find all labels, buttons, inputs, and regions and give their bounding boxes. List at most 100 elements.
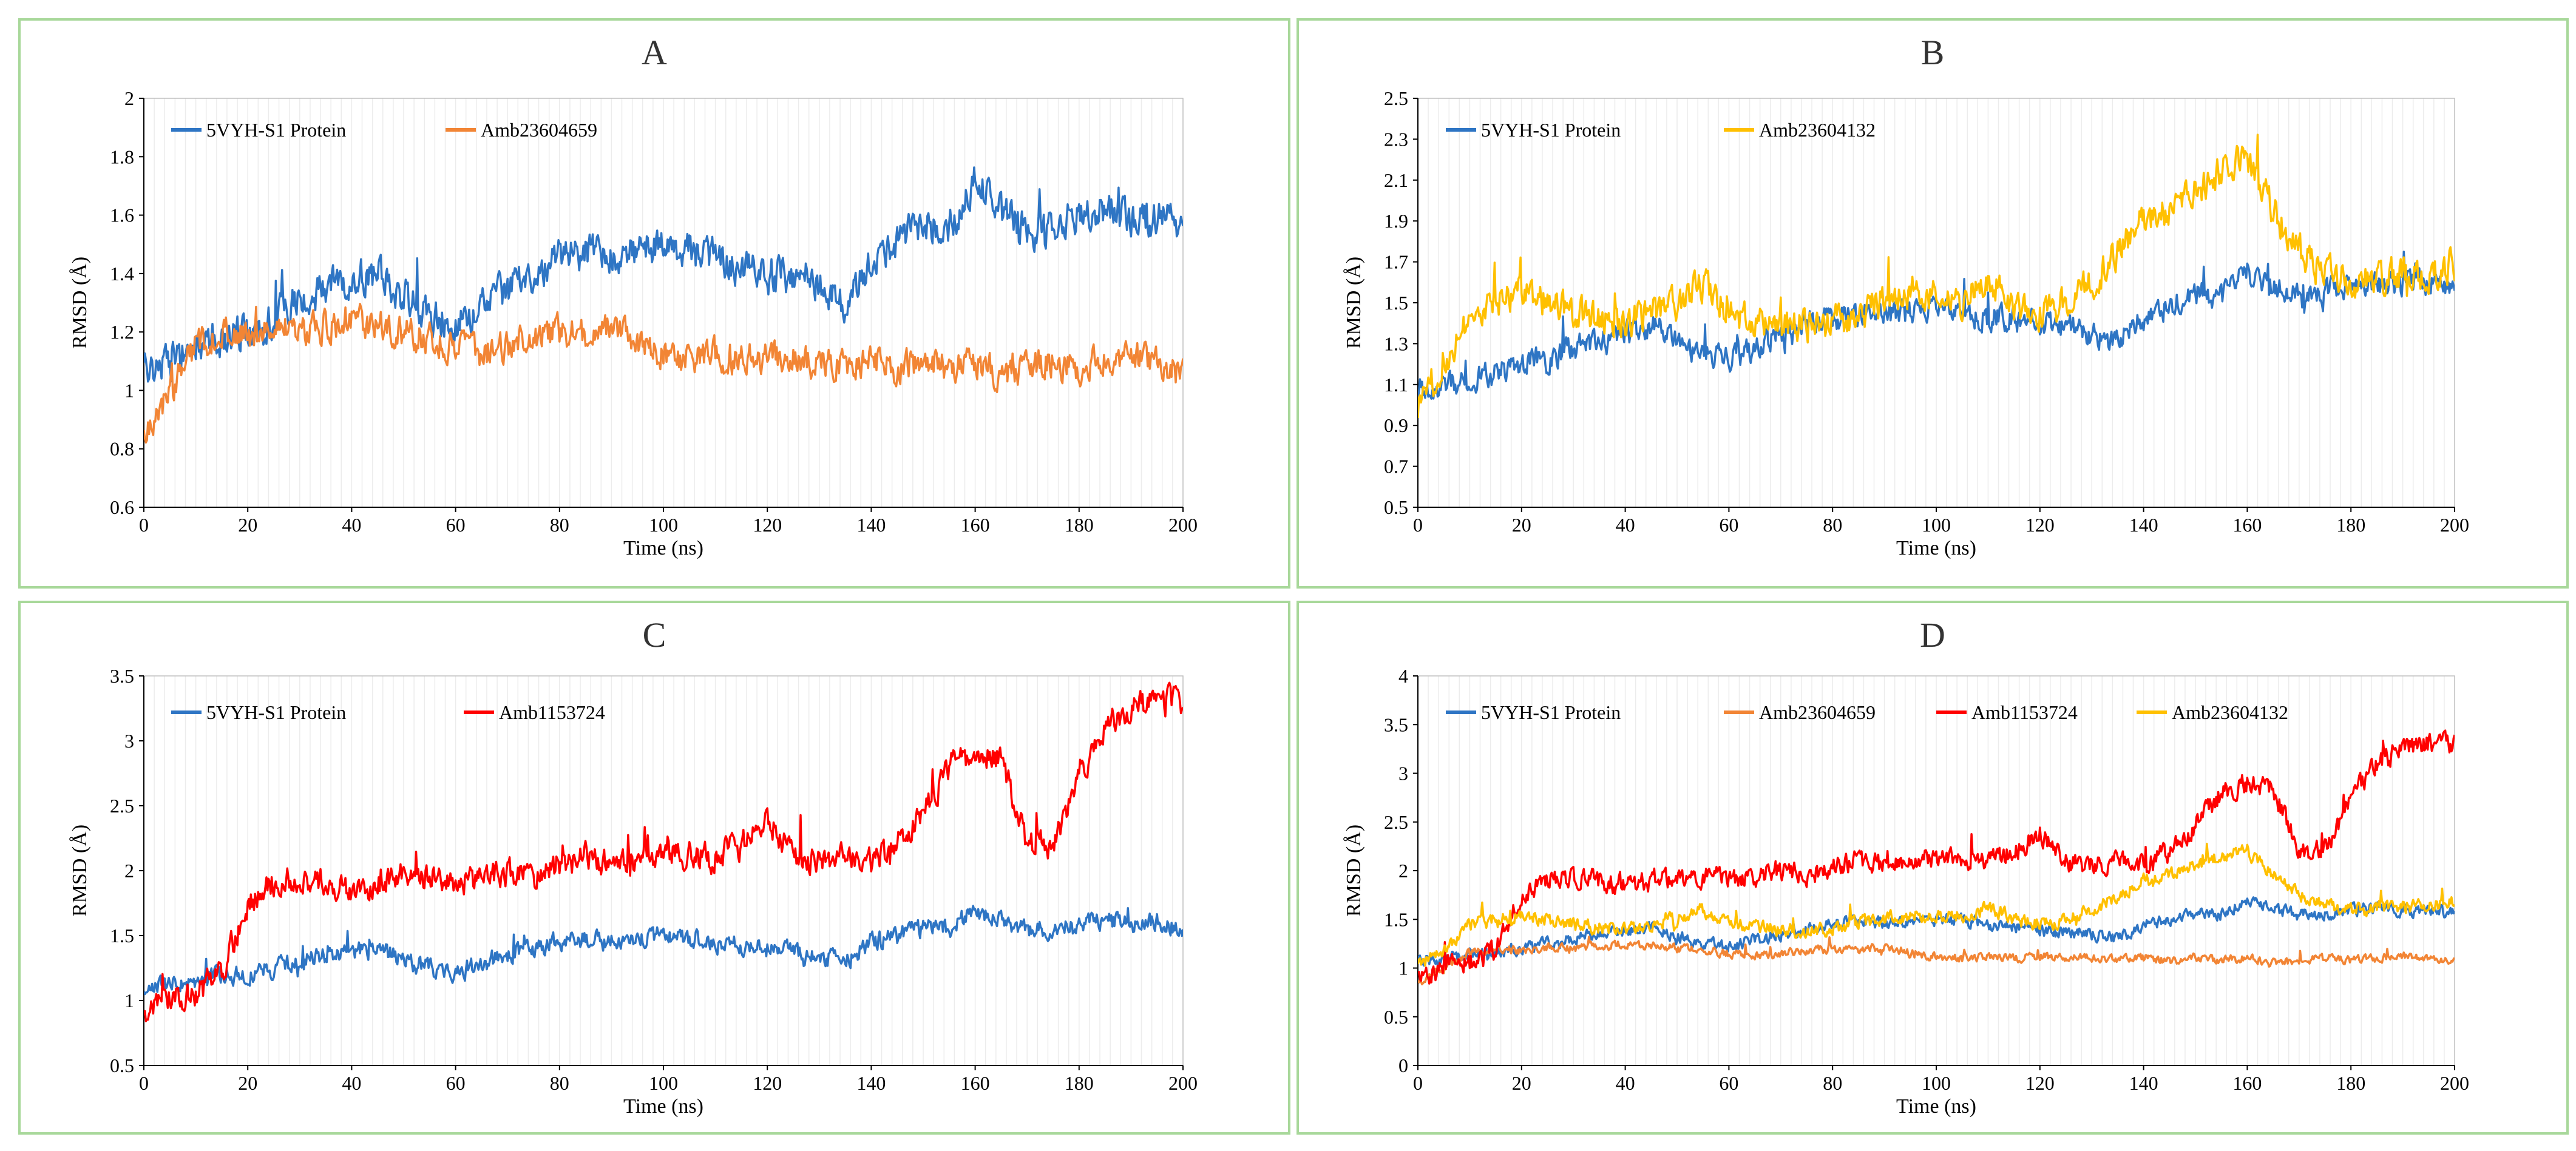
y-tick-label: 1	[124, 990, 134, 1011]
legend-label: 5VYH-S1 Protein	[1481, 119, 1621, 141]
y-axis-title: RMSD (Å)	[1343, 257, 1365, 349]
x-tick-label: 20	[1512, 514, 1531, 536]
y-tick-label: 2.1	[1384, 169, 1408, 191]
y-tick-label: 2	[1398, 860, 1408, 882]
legend-item: Amb23604132	[2137, 701, 2288, 723]
x-tick-label: 180	[2336, 1072, 2365, 1094]
x-tick-label: 100	[649, 1072, 678, 1094]
x-tick-label: 140	[856, 514, 886, 536]
x-tick-label: 180	[1065, 514, 1094, 536]
x-tick-label: 40	[1616, 1072, 1635, 1094]
series-line	[1418, 251, 2455, 400]
x-tick-label: 80	[1823, 1072, 1842, 1094]
x-axis-title: Time (ns)	[623, 537, 703, 559]
legend-label: Amb1153724	[499, 701, 605, 723]
y-tick-label: 1.8	[110, 146, 134, 167]
x-tick-label: 100	[1922, 1072, 1951, 1094]
y-axis-title: RMSD (Å)	[1343, 825, 1365, 917]
y-tick-label: 0.8	[110, 438, 134, 460]
y-tick-label: 1.1	[1384, 374, 1408, 396]
y-tick-label: 2	[124, 87, 134, 109]
x-tick-label: 0	[139, 1072, 149, 1094]
legend-label: Amb23604659	[1759, 701, 1876, 723]
x-tick-label: 160	[961, 1072, 990, 1094]
x-tick-label: 140	[856, 1072, 886, 1094]
y-tick-label: 0.5	[110, 1055, 134, 1076]
x-tick-label: 0	[1413, 1072, 1423, 1094]
rmsd-chart-a: A 0 20 40 60 80 100 120 140 160 180 200 0.6 0.8 1 1.2 1.…	[69, 33, 1198, 559]
x-tick-label: 200	[1168, 1072, 1198, 1094]
legend-item: 5VYH-S1 Protein	[1446, 701, 1621, 723]
x-tick-label: 160	[2232, 514, 2262, 536]
y-tick-label: 1	[124, 379, 134, 401]
series-line	[144, 905, 1183, 996]
legend-item: Amb1153724	[464, 701, 605, 723]
y-tick-label: 3	[124, 730, 134, 752]
legend-item: 5VYH-S1 Protein	[171, 701, 346, 723]
x-tick-label: 180	[1065, 1072, 1094, 1094]
x-tick-label: 120	[753, 1072, 782, 1094]
y-axis-title: RMSD (Å)	[69, 825, 91, 917]
y-tick-label: 0.9	[1384, 414, 1408, 436]
x-tick-label: 20	[1512, 1072, 1531, 1094]
x-tick-label: 80	[1823, 514, 1842, 536]
chart-title: A	[642, 33, 667, 72]
rmsd-chart-c: C 0 20 40 60 80 100 120 140 160 180 200 0.5 1 1.5 2 2.5 3…	[69, 615, 1198, 1118]
series-line	[1418, 133, 2455, 419]
series-line	[1418, 729, 2455, 985]
legend-item: Amb23604659	[446, 119, 597, 141]
x-tick-label: 40	[342, 1072, 361, 1094]
y-tick-label: 1.5	[110, 925, 134, 947]
y-tick-label: 4	[1398, 665, 1408, 687]
legend-label: Amb23604132	[2172, 701, 2288, 723]
x-tick-label: 140	[2129, 1072, 2158, 1094]
x-tick-label: 20	[238, 514, 257, 536]
legend-item: 5VYH-S1 Protein	[1446, 119, 1621, 141]
y-tick-label: 3	[1398, 763, 1408, 785]
y-tick-label: 3.5	[110, 665, 134, 687]
chart-title: B	[1921, 33, 1945, 72]
rmsd-chart-d: D 0 20 40 60 80 100 120 140 160 180 200 0 0.5 1 1.5 2 2.5…	[1343, 615, 2469, 1118]
chart-panel-a: A 0 20 40 60 80 100 120 140 160 180 200 0.6 0.8 1 1.2 1.…	[18, 18, 1290, 589]
series-line	[144, 166, 1183, 383]
x-tick-label: 60	[446, 1072, 466, 1094]
series-line	[144, 303, 1183, 444]
y-tick-label: 2.5	[1384, 811, 1408, 833]
series-line	[1418, 936, 2455, 985]
x-tick-label: 120	[2025, 1072, 2055, 1094]
x-tick-label: 60	[446, 514, 466, 536]
y-tick-label: 2.5	[1384, 87, 1408, 109]
y-tick-label: 1.7	[1384, 251, 1408, 273]
y-tick-label: 2	[124, 860, 134, 882]
x-tick-label: 120	[2025, 514, 2055, 536]
x-tick-label: 100	[1922, 514, 1951, 536]
x-axis-title: Time (ns)	[1896, 537, 1976, 559]
y-tick-label: 1.4	[110, 263, 134, 285]
x-tick-label: 0	[1413, 514, 1423, 536]
x-tick-label: 120	[753, 514, 782, 536]
legend-item: Amb23604132	[1724, 119, 1876, 141]
y-tick-label: 3.5	[1384, 714, 1408, 735]
x-tick-label: 200	[2440, 1072, 2469, 1094]
legend-label: 5VYH-S1 Protein	[1481, 701, 1621, 723]
x-tick-label: 200	[2440, 514, 2469, 536]
x-tick-label: 160	[961, 514, 990, 536]
x-tick-label: 40	[342, 514, 361, 536]
x-tick-label: 80	[550, 514, 569, 536]
legend-label: Amb1153724	[1971, 701, 2078, 723]
chart-title: D	[1920, 615, 1945, 655]
y-tick-label: 2.3	[1384, 128, 1408, 150]
y-tick-label: 1	[1398, 957, 1408, 979]
chart-panel-c: C 0 20 40 60 80 100 120 140 160 180 200 0.5 1 1.5 2 2.5 3…	[18, 601, 1290, 1135]
y-tick-label: 0	[1398, 1055, 1408, 1076]
y-tick-label: 0.5	[1384, 1006, 1408, 1028]
chart-panel-d: D 0 20 40 60 80 100 120 140 160 180 200 0 0.5 1 1.5 2 2.5…	[1296, 601, 2569, 1135]
y-tick-label: 0.7	[1384, 456, 1408, 478]
x-axis-title: Time (ns)	[623, 1095, 703, 1118]
y-tick-label: 1.9	[1384, 210, 1408, 232]
y-tick-label: 1.2	[110, 321, 134, 343]
x-tick-label: 200	[1168, 514, 1198, 536]
x-tick-label: 40	[1616, 514, 1635, 536]
series-line	[1418, 842, 2455, 967]
chart-title: C	[643, 615, 666, 655]
